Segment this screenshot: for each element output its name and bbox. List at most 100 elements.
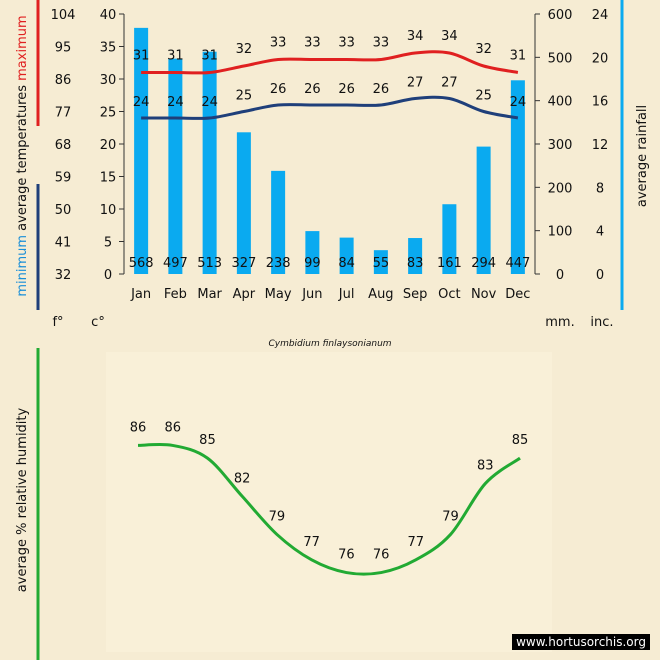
rainfall-bar bbox=[134, 27, 149, 274]
month-label: Nov bbox=[471, 287, 497, 302]
species-name: Cymbidium finlaysonianum bbox=[268, 339, 391, 349]
rainfall-bar bbox=[168, 58, 183, 275]
humidity-value-label: 77 bbox=[303, 535, 320, 550]
inch-tick-label: 24 bbox=[592, 8, 609, 23]
rainfall-value-label: 161 bbox=[437, 256, 462, 271]
mm-tick-label: 500 bbox=[548, 51, 573, 66]
humidity-value-label: 83 bbox=[477, 459, 494, 474]
max-temperature-line bbox=[141, 50, 519, 75]
mm-tick-label: 400 bbox=[548, 95, 573, 110]
celsius-tick-label: 10 bbox=[100, 203, 117, 218]
humidity-value-label: 82 bbox=[234, 471, 251, 486]
max-temperature-label: 31 bbox=[510, 49, 527, 64]
rainfall-bar bbox=[305, 231, 320, 274]
humidity-value-label: 76 bbox=[373, 548, 390, 563]
max-temperature-label: 33 bbox=[373, 36, 390, 51]
max-temperature-label: 31 bbox=[133, 49, 150, 64]
max-temperature-label: 31 bbox=[167, 49, 184, 64]
fahrenheit-tick-label: 41 bbox=[55, 236, 72, 251]
fahrenheit-tick-label: 95 bbox=[55, 41, 72, 56]
rainfall-value-label: 568 bbox=[129, 256, 154, 271]
month-label: Apr bbox=[233, 287, 256, 302]
mm-tick-label: 0 bbox=[556, 268, 564, 283]
min-temperature-label: 27 bbox=[407, 76, 424, 91]
rainfall-value-label: 83 bbox=[407, 256, 424, 271]
rainfall-value-label: 238 bbox=[266, 256, 291, 271]
month-label: May bbox=[265, 287, 292, 302]
humidity-value-label: 79 bbox=[269, 509, 286, 524]
celsius-tick-label: 40 bbox=[100, 8, 117, 23]
rainfall-value-label: 497 bbox=[163, 256, 188, 271]
inch-tick-label: 12 bbox=[592, 138, 609, 153]
month-label: Oct bbox=[438, 287, 460, 302]
celsius-tick-label: 15 bbox=[100, 171, 117, 186]
min-temperature-label: 24 bbox=[167, 95, 184, 110]
rainfall-value-label: 55 bbox=[373, 256, 390, 271]
inch-tick-label: 20 bbox=[592, 51, 609, 66]
max-temperature-label: 33 bbox=[304, 36, 321, 51]
humidity-value-label: 76 bbox=[338, 548, 355, 563]
average-temperatures-label: average temperatures bbox=[15, 81, 30, 235]
fahrenheit-tick-label: 77 bbox=[55, 106, 72, 121]
humidity-line bbox=[137, 442, 521, 576]
month-label: Dec bbox=[505, 287, 530, 302]
fahrenheit-tick-label: 32 bbox=[55, 268, 72, 283]
unit-mm: mm. bbox=[545, 315, 574, 330]
rainfall-bar bbox=[408, 238, 423, 274]
min-temperature-label: 27 bbox=[441, 76, 458, 91]
max-temperature-label: 32 bbox=[475, 42, 492, 57]
humidity-value-label: 79 bbox=[442, 509, 459, 524]
fahrenheit-tick-label: 86 bbox=[55, 73, 72, 88]
min-temperature-label: 26 bbox=[304, 82, 321, 97]
rainfall-value-label: 327 bbox=[231, 256, 256, 271]
max-temperature-label: 31 bbox=[201, 49, 218, 64]
rainfall-bar bbox=[271, 170, 286, 274]
fahrenheit-tick-label: 50 bbox=[55, 203, 72, 218]
celsius-tick-label: 25 bbox=[100, 106, 117, 121]
month-label: Sep bbox=[403, 287, 428, 302]
month-label: Jan bbox=[130, 287, 151, 302]
fahrenheit-tick-label: 59 bbox=[55, 171, 72, 186]
rainfall-bar bbox=[442, 204, 457, 274]
rainfall-bar bbox=[236, 132, 251, 274]
celsius-tick-label: 20 bbox=[100, 138, 117, 153]
humidity-chart: average % relative humidity 86 86 85 82 79 77 7… bbox=[15, 348, 528, 660]
humidity-value-label: 77 bbox=[408, 535, 425, 550]
mm-tick-label: 100 bbox=[548, 225, 573, 240]
month-label: Jun bbox=[301, 287, 322, 302]
month-label: Mar bbox=[197, 287, 222, 302]
rainfall-bar bbox=[339, 237, 354, 274]
min-temperature-label: 24 bbox=[133, 95, 150, 110]
min-temperature-label: 25 bbox=[236, 89, 253, 104]
month-label: Aug bbox=[368, 287, 393, 302]
inch-tick-label: 8 bbox=[596, 181, 604, 196]
mm-tick-label: 300 bbox=[548, 138, 573, 153]
rainfall-bar bbox=[202, 51, 217, 275]
max-temperature-label: 33 bbox=[270, 36, 287, 51]
min-temperature-label: 25 bbox=[475, 89, 492, 104]
rainfall-axis-title: average rainfall bbox=[635, 105, 650, 207]
humidity-axis-title: average % relative humidity bbox=[15, 407, 30, 592]
watermark[interactable]: www.hortusorchis.org bbox=[512, 634, 650, 650]
unit-inches: inc. bbox=[590, 315, 613, 330]
rainfall-value-label: 513 bbox=[197, 256, 222, 271]
celsius-tick-label: 0 bbox=[104, 268, 112, 283]
max-temperature-label: 32 bbox=[236, 42, 253, 57]
minimum-label: minimum bbox=[15, 235, 30, 297]
min-temperature-label: 26 bbox=[338, 82, 355, 97]
fahrenheit-tick-label: 104 bbox=[51, 8, 76, 23]
rainfall-value-label: 99 bbox=[304, 256, 321, 271]
month-label: Feb bbox=[164, 287, 187, 302]
rainfall-value-label: 447 bbox=[505, 256, 530, 271]
min-temperature-line bbox=[141, 95, 519, 120]
min-temperature-label: 24 bbox=[201, 95, 218, 110]
humidity-value-label: 86 bbox=[164, 420, 181, 435]
celsius-tick-label: 35 bbox=[100, 41, 117, 56]
max-temperature-label: 33 bbox=[338, 36, 355, 51]
mm-tick-label: 200 bbox=[548, 181, 573, 196]
humidity-value-label: 85 bbox=[512, 433, 529, 448]
fahrenheit-tick-label: 68 bbox=[55, 138, 72, 153]
min-temperature-label: 26 bbox=[373, 82, 390, 97]
max-temperature-label: 34 bbox=[407, 29, 424, 44]
